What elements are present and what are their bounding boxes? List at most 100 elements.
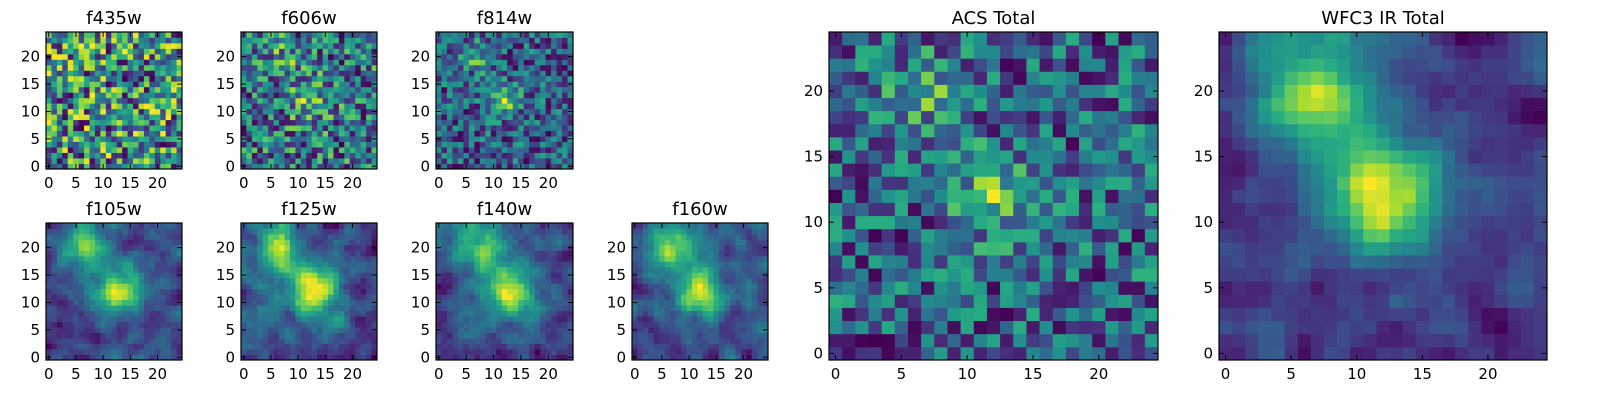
heatmap-cell [268,48,275,55]
heatmap-cell [176,294,183,301]
heatmap-cell [735,338,742,344]
heatmap-cell [46,64,52,71]
heatmap-cell [279,316,285,323]
heatmap-cell [133,70,139,77]
heatmap-cell [1065,281,1080,295]
heatmap-cells [829,32,1159,361]
heatmap-cell [111,86,118,93]
heatmap-cell [842,215,856,230]
heatmap-cell [154,316,161,323]
heatmap-cell [273,163,280,170]
heatmap-cell [523,321,530,328]
heatmap-cell [366,349,372,355]
heatmap-cell [556,305,563,312]
heatmap-cell [89,223,96,229]
heatmap-cell [143,239,150,246]
heatmap-cell [160,42,167,49]
heatmap-cell [457,48,464,55]
heatmap-cell [284,163,291,170]
heatmap-cell [355,86,362,93]
heatmap-cell [328,53,334,60]
heatmap-cell [702,299,709,306]
heatmap-cell [855,320,869,335]
heatmap-cell [446,136,453,142]
heatmap-cell [729,354,736,361]
heatmap-cell [686,244,693,251]
heatmap-cell [1079,189,1093,203]
heatmap-cell [89,349,96,355]
heatmap-cell [479,64,486,71]
heatmap-cell [485,327,492,333]
heatmap-cell [562,255,568,262]
heatmap-cell [257,147,264,153]
heatmap-cell [642,233,649,240]
axes-frame [240,31,378,170]
heatmap-cell [441,59,448,66]
heatmap-cell [116,223,123,229]
heatmap-cell [317,53,323,60]
heatmap-cell [338,48,345,55]
heatmap-cell [735,255,742,262]
heatmap-cell [289,53,296,60]
heatmap-cell [246,294,253,301]
heatmap-cell [496,125,503,132]
heatmap-cell [89,354,96,361]
heatmap-cell [485,64,492,71]
heatmap-cell [154,277,161,284]
heatmap-cell [273,81,280,88]
heatmap-cell [143,332,150,339]
heatmap-cell [637,321,644,328]
heatmap-cell [512,233,519,240]
heatmap-cell [468,343,475,350]
heatmap-cell [360,136,367,142]
heatmap-cell [751,223,758,229]
heatmap-cell [251,92,258,99]
heatmap-cell [143,158,150,164]
heatmap-cell [165,255,172,262]
heatmap-cell [67,125,74,132]
heatmap-cell [46,349,52,355]
heatmap-cell [138,97,145,104]
heatmap-cell [328,119,334,126]
heatmap-cell [116,316,123,323]
heatmap-cell [534,48,541,55]
heatmap-cell [73,233,80,240]
heatmap-cell [171,332,177,339]
heatmap-cell [133,119,139,126]
heatmap-cell [1000,189,1014,203]
heatmap-cell [540,261,546,268]
heatmap-cell [284,294,291,301]
heatmap-cell [165,37,172,44]
heatmap-cell [46,343,52,350]
heatmap-cell [474,332,481,339]
heatmap-cell [468,64,475,71]
heatmap-cell [545,244,552,251]
heatmap-cell [642,255,649,262]
heatmap-cell [523,81,530,88]
heatmap-cell [344,255,351,262]
heatmap-cell [100,119,107,126]
heatmap-cell [62,103,69,110]
heatmap-cell [284,103,291,110]
heatmap-cell [740,299,747,306]
heatmap-cell [116,233,123,240]
heatmap-cell [262,272,269,279]
heatmap-cell [735,272,742,279]
heatmap-cell [735,343,742,350]
heatmap-cell [648,338,655,344]
heatmap-cell [89,103,96,110]
heatmap-cell [479,163,486,170]
heatmap-cell [295,70,302,77]
heatmap-cell [751,343,758,350]
heatmap-cell [149,250,156,257]
heatmap-cell [143,310,150,317]
heatmap-cell [762,239,769,246]
heatmap-cell [127,255,134,262]
heatmap-cell [279,136,285,142]
heatmap-cell [338,125,345,132]
heatmap-cell [306,261,313,268]
heatmap-cell [746,294,753,301]
heatmap-cell [89,75,96,82]
heatmap-cell [257,125,264,132]
heatmap-cell [556,272,563,279]
